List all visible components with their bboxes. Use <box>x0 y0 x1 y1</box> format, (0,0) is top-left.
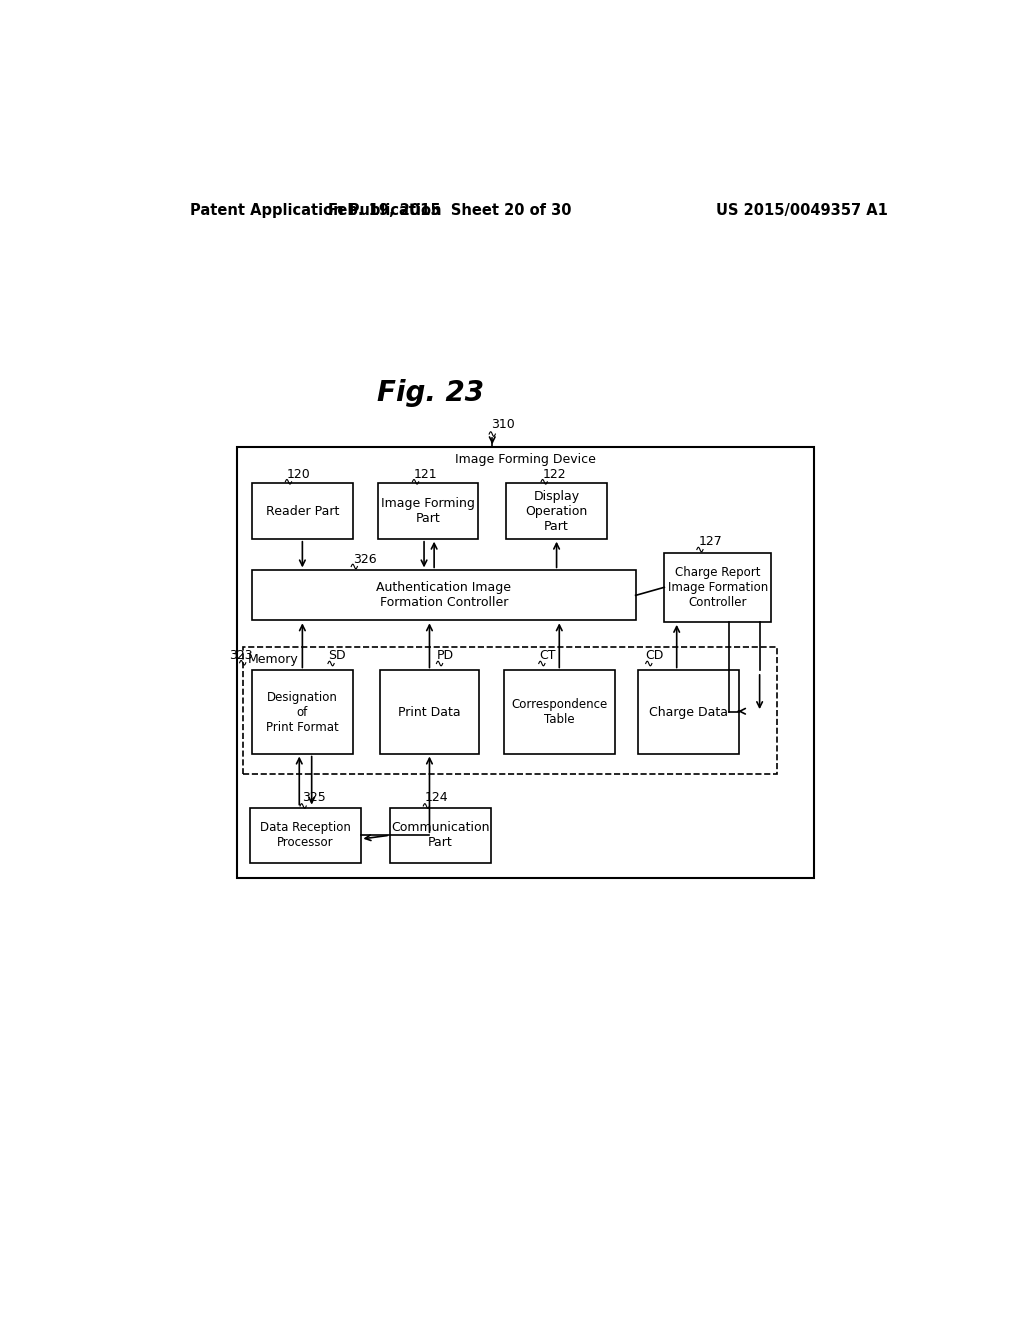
Text: 122: 122 <box>543 467 566 480</box>
Text: 120: 120 <box>287 467 310 480</box>
Text: SD: SD <box>328 648 345 661</box>
Text: Print Data: Print Data <box>398 705 461 718</box>
Text: Communication
Part: Communication Part <box>391 821 489 849</box>
Bar <box>252 570 636 620</box>
Text: CT: CT <box>539 648 555 661</box>
Text: 323: 323 <box>228 648 252 661</box>
Text: Reader Part: Reader Part <box>265 504 339 517</box>
Text: Image Forming Device: Image Forming Device <box>455 453 596 466</box>
Text: Designation
of
Print Format: Designation of Print Format <box>266 690 339 734</box>
Text: Memory: Memory <box>248 653 298 667</box>
Bar <box>665 553 771 622</box>
Text: US 2015/0049357 A1: US 2015/0049357 A1 <box>717 203 888 218</box>
Bar <box>252 671 352 754</box>
Text: Fig. 23: Fig. 23 <box>377 379 483 408</box>
Bar <box>390 808 490 863</box>
Text: 310: 310 <box>490 417 514 430</box>
Text: 121: 121 <box>414 467 437 480</box>
Text: Charge Data: Charge Data <box>649 705 728 718</box>
Text: Display
Operation
Part: Display Operation Part <box>525 490 588 532</box>
Text: Patent Application Publication: Patent Application Publication <box>190 203 441 218</box>
Bar <box>252 483 352 539</box>
Text: 124: 124 <box>425 791 449 804</box>
Text: CD: CD <box>646 648 665 661</box>
Text: Authentication Image
Formation Controller: Authentication Image Formation Controlle… <box>376 581 511 610</box>
Bar <box>638 671 738 754</box>
Bar <box>251 808 360 863</box>
Text: Charge Report
Image Formation
Controller: Charge Report Image Formation Controller <box>668 566 768 609</box>
Bar <box>504 671 614 754</box>
Text: Data Reception
Processor: Data Reception Processor <box>260 821 351 849</box>
Text: Correspondence
Table: Correspondence Table <box>511 698 607 726</box>
Bar <box>506 483 607 539</box>
Text: Feb. 19, 2015  Sheet 20 of 30: Feb. 19, 2015 Sheet 20 of 30 <box>328 203 571 218</box>
Text: 127: 127 <box>698 536 722 548</box>
Text: Image Forming
Part: Image Forming Part <box>381 498 475 525</box>
Bar <box>237 447 814 878</box>
Text: 326: 326 <box>352 553 377 566</box>
Bar <box>378 483 478 539</box>
Bar <box>243 647 777 775</box>
Text: 325: 325 <box>302 791 326 804</box>
Bar <box>380 671 479 754</box>
Text: PD: PD <box>436 648 454 661</box>
